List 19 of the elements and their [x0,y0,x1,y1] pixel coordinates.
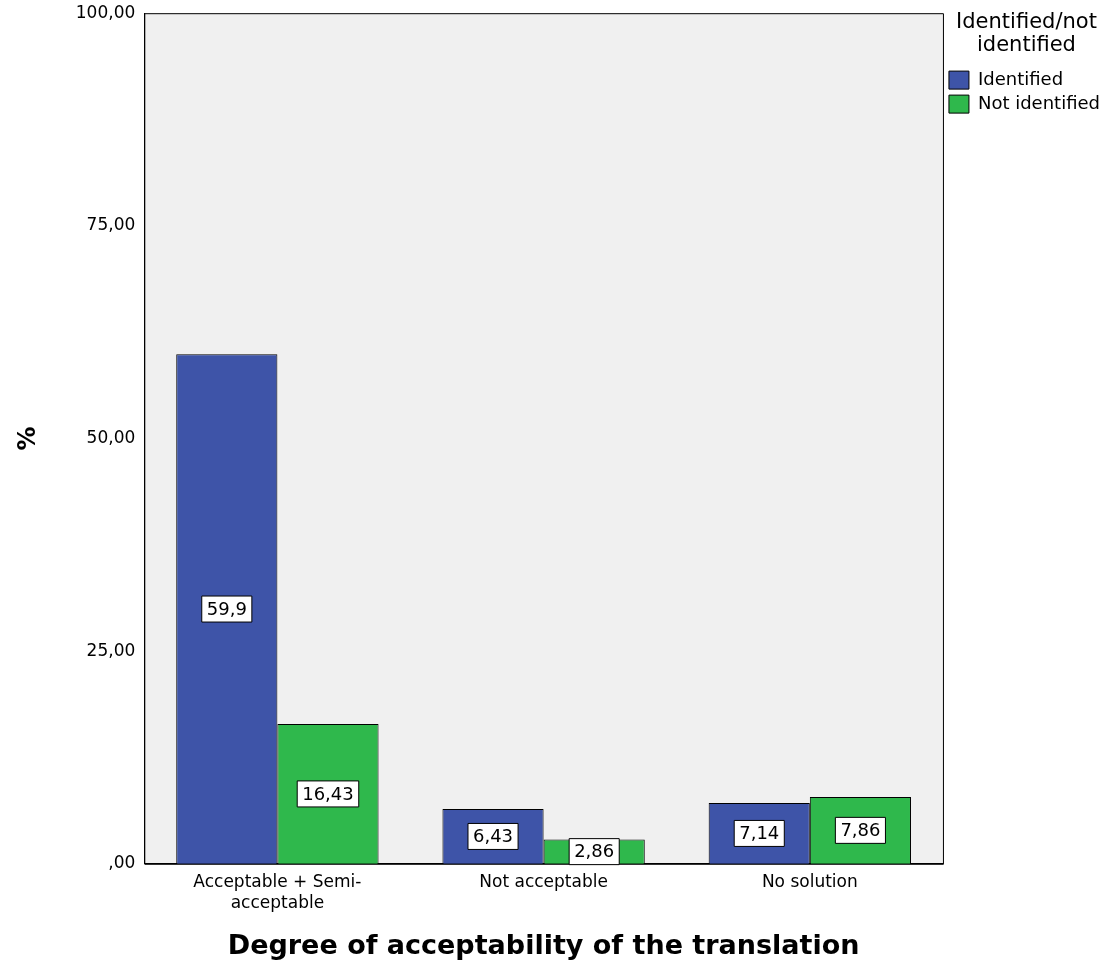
x-tick-label: Not acceptable [479,871,608,892]
y-axis-title: % [12,426,41,451]
x-axis-title: Degree of acceptability of the translation [227,928,860,960]
legend-label: Not identified [977,91,1100,113]
data-label: 6,43 [472,825,514,847]
y-tick-label: 75,00 [86,214,136,235]
y-tick-label: 50,00 [86,426,136,447]
y-tick-label: 100,00 [75,1,136,22]
data-label: 7,14 [739,822,780,844]
legend-label: Identified [977,67,1064,89]
y-tick-label: ,00 [108,852,136,873]
x-tick-label: Acceptable + Semi-acceptable [193,871,362,912]
x-tick-label: No solution [761,871,858,892]
y-tick-label: 25,00 [86,639,136,660]
data-label: 2,86 [574,840,615,862]
data-label: 7,86 [840,819,881,841]
data-label: 59,9 [206,597,247,619]
data-label: 16,43 [302,782,354,804]
legend-title: Identified/not identified [956,8,1097,57]
